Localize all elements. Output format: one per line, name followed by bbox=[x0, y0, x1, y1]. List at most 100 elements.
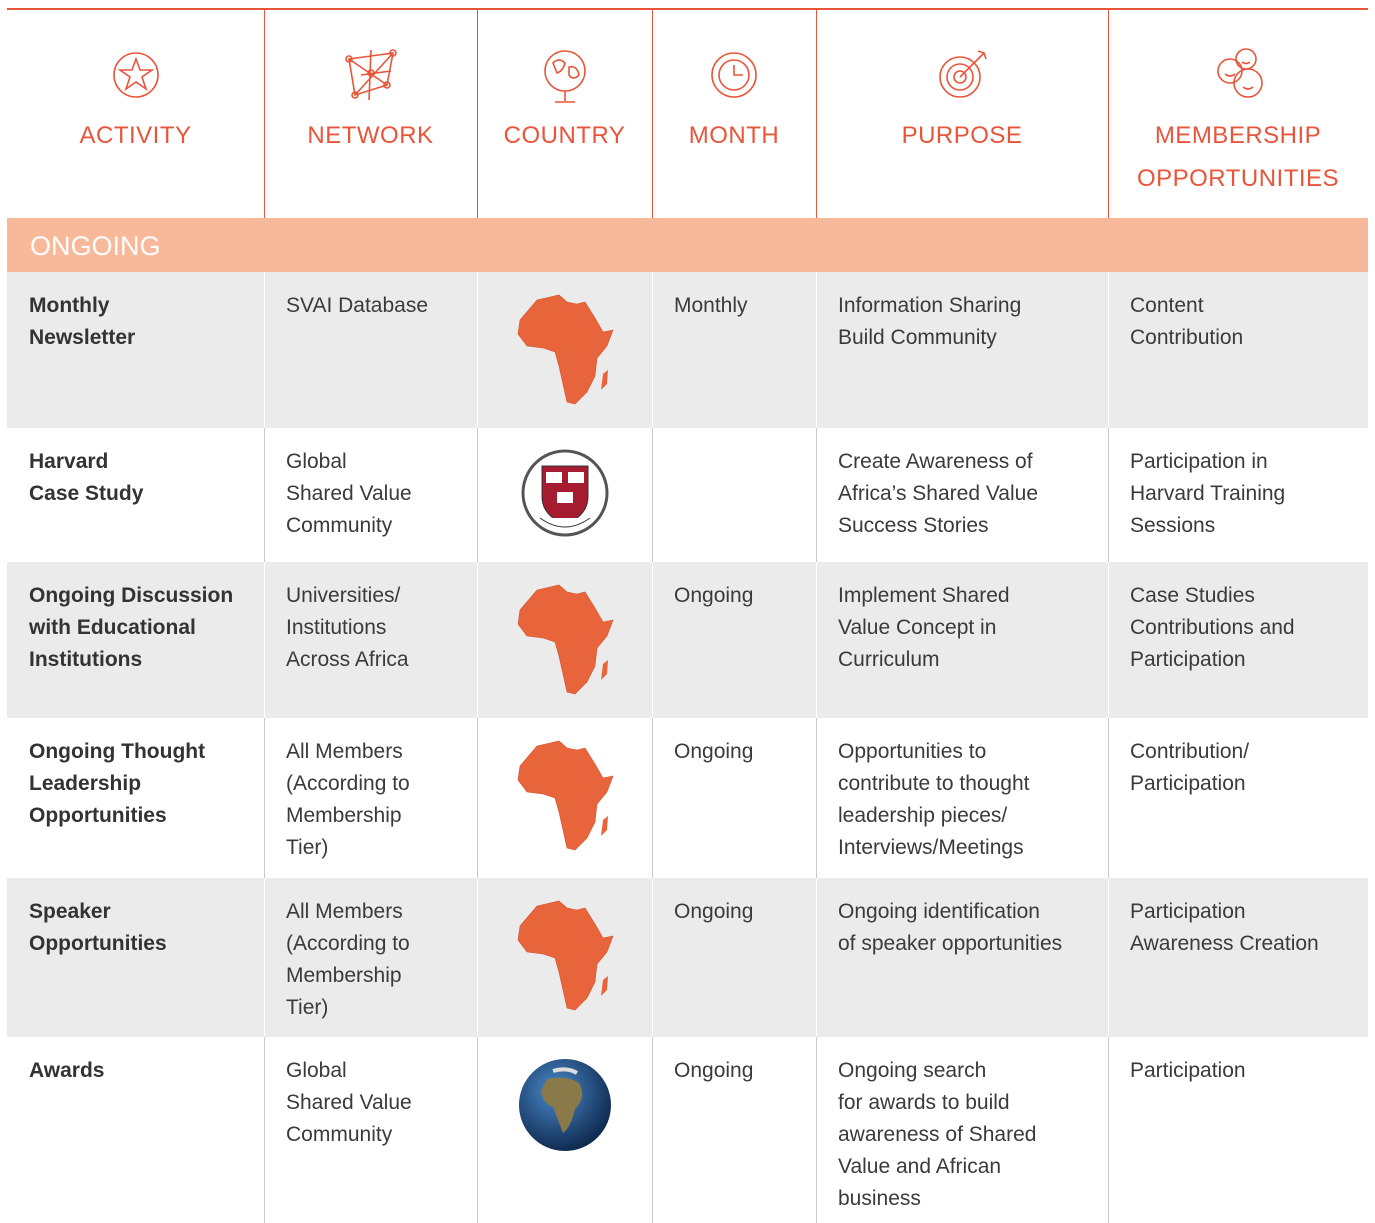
text-line: All Members bbox=[286, 900, 403, 923]
column-divider bbox=[477, 562, 478, 718]
text-line: Tier) bbox=[286, 996, 329, 1019]
cell-activity: Awards bbox=[7, 1037, 264, 1087]
text-line: Membership bbox=[286, 964, 402, 987]
header-label: MONTH bbox=[652, 114, 816, 157]
text-line: All Members bbox=[286, 740, 403, 763]
text-line: Case Studies bbox=[1130, 584, 1255, 607]
row-background bbox=[7, 718, 1368, 878]
column-divider bbox=[477, 8, 478, 218]
text-line: MONTH bbox=[688, 122, 780, 149]
harvard-seal bbox=[521, 449, 608, 537]
column-divider bbox=[264, 8, 265, 218]
cell-activity: Speaker Opportunities bbox=[7, 878, 264, 960]
column-divider bbox=[264, 562, 265, 718]
column-divider bbox=[264, 272, 265, 428]
text-line: Participation in bbox=[1130, 450, 1268, 473]
text-line: Awards bbox=[29, 1059, 105, 1082]
cell-network: Global Shared Value Community bbox=[264, 428, 477, 542]
text-line: COUNTRY bbox=[503, 122, 626, 149]
text-line: for awards to build bbox=[838, 1091, 1010, 1114]
text-line: (According to bbox=[286, 772, 410, 795]
text-line: contribute to thought bbox=[838, 772, 1030, 795]
text-line: Value Concept in bbox=[838, 616, 997, 639]
section-label: ONGOING bbox=[30, 231, 161, 261]
text-line: OPPORTUNITIES bbox=[1136, 165, 1340, 192]
text-line: MEMBERSHIP bbox=[1154, 122, 1322, 149]
text-line: Ongoing identification bbox=[838, 900, 1040, 923]
column-divider bbox=[1108, 428, 1109, 562]
cell-network: Universities/Institutions Across Africa bbox=[264, 562, 477, 676]
text-line: Opportunities bbox=[29, 804, 167, 827]
text-line: Ongoing bbox=[674, 1059, 754, 1082]
cell-membership: Case Studies Contributions and Participati… bbox=[1108, 562, 1368, 676]
cell-activity: Ongoing Discussion with Educational Instit… bbox=[7, 562, 264, 676]
cell-network: All Members (According to Membership Tier) bbox=[264, 718, 477, 864]
text-line: NETWORK bbox=[307, 122, 434, 149]
text-line: SVAI Database bbox=[286, 294, 429, 317]
column-divider bbox=[652, 8, 653, 218]
text-line: Participation bbox=[1130, 1059, 1246, 1082]
africa-map bbox=[517, 740, 613, 851]
text-line: Harvard Training bbox=[1130, 482, 1286, 505]
text-line: Harvard bbox=[29, 450, 109, 473]
text-line: Membership bbox=[286, 804, 402, 827]
country-picture bbox=[515, 1057, 615, 1177]
column-divider bbox=[1108, 878, 1109, 1037]
africa-map bbox=[517, 900, 613, 1011]
cell-membership: Participation Awareness Creation bbox=[1108, 878, 1368, 960]
header-icon bbox=[704, 45, 764, 105]
column-divider bbox=[816, 428, 817, 562]
text-line: Sessions bbox=[1130, 514, 1216, 537]
column-divider bbox=[1108, 272, 1109, 428]
column-divider bbox=[477, 718, 478, 878]
cell-month: Ongoing bbox=[652, 878, 816, 928]
text-line: Ongoing search bbox=[838, 1059, 987, 1082]
text-line: Participation bbox=[1130, 900, 1246, 923]
column-divider bbox=[477, 1037, 478, 1223]
text-line: Monthly bbox=[674, 294, 748, 317]
text-line: business bbox=[838, 1187, 921, 1210]
header-icon bbox=[106, 45, 166, 105]
column-divider bbox=[652, 272, 653, 428]
column-divider bbox=[477, 428, 478, 562]
text-line: Community bbox=[286, 1123, 393, 1146]
text-line: Curriculum bbox=[838, 648, 940, 671]
column-divider bbox=[816, 8, 817, 218]
text-line: Global bbox=[286, 1059, 347, 1082]
cell-purpose: Create Awareness of Africa’s Shared Value… bbox=[816, 428, 1108, 542]
text-line: Interviews/Meetings bbox=[838, 836, 1024, 859]
cell-month: Ongoing bbox=[652, 718, 816, 768]
text-line: Information Sharing bbox=[838, 294, 1022, 317]
text-line: Shared Value bbox=[286, 1091, 412, 1114]
cell-network: All Members (According to Membership Tier) bbox=[264, 878, 477, 1024]
row-background bbox=[7, 428, 1368, 562]
text-line: Community bbox=[286, 514, 393, 537]
header-label: NETWORK bbox=[264, 114, 477, 157]
africa-map bbox=[517, 584, 613, 695]
text-line: Africa’s Shared Value bbox=[838, 482, 1039, 505]
text-line: Content bbox=[1130, 294, 1204, 317]
cell-membership: Participation in Harvard Training Sessions bbox=[1108, 428, 1368, 542]
header-icon bbox=[932, 45, 992, 105]
column-divider bbox=[1108, 562, 1109, 718]
icon bbox=[344, 49, 397, 101]
text-line: Global bbox=[286, 450, 347, 473]
text-line: Implement Shared bbox=[838, 584, 1010, 607]
cell-purpose: Ongoing search for awards to build awarene… bbox=[816, 1037, 1108, 1215]
cell-network: SVAI Database bbox=[264, 272, 477, 322]
column-divider bbox=[652, 428, 653, 562]
icon bbox=[939, 50, 987, 98]
cell-month bbox=[652, 428, 816, 446]
text-line: Leadership bbox=[29, 772, 142, 795]
column-divider bbox=[1108, 8, 1109, 218]
column-divider bbox=[477, 272, 478, 428]
text-line: Success Stories bbox=[838, 514, 989, 537]
text-line: Institutions bbox=[286, 616, 387, 639]
column-divider bbox=[264, 718, 265, 878]
cell-network: Global Shared Value Community bbox=[264, 1037, 477, 1151]
text-line: Shared Value bbox=[286, 482, 412, 505]
header-icon bbox=[1208, 45, 1268, 105]
row-background bbox=[7, 562, 1368, 718]
column-divider bbox=[1108, 718, 1109, 878]
text-line: Opportunities to bbox=[838, 740, 987, 763]
